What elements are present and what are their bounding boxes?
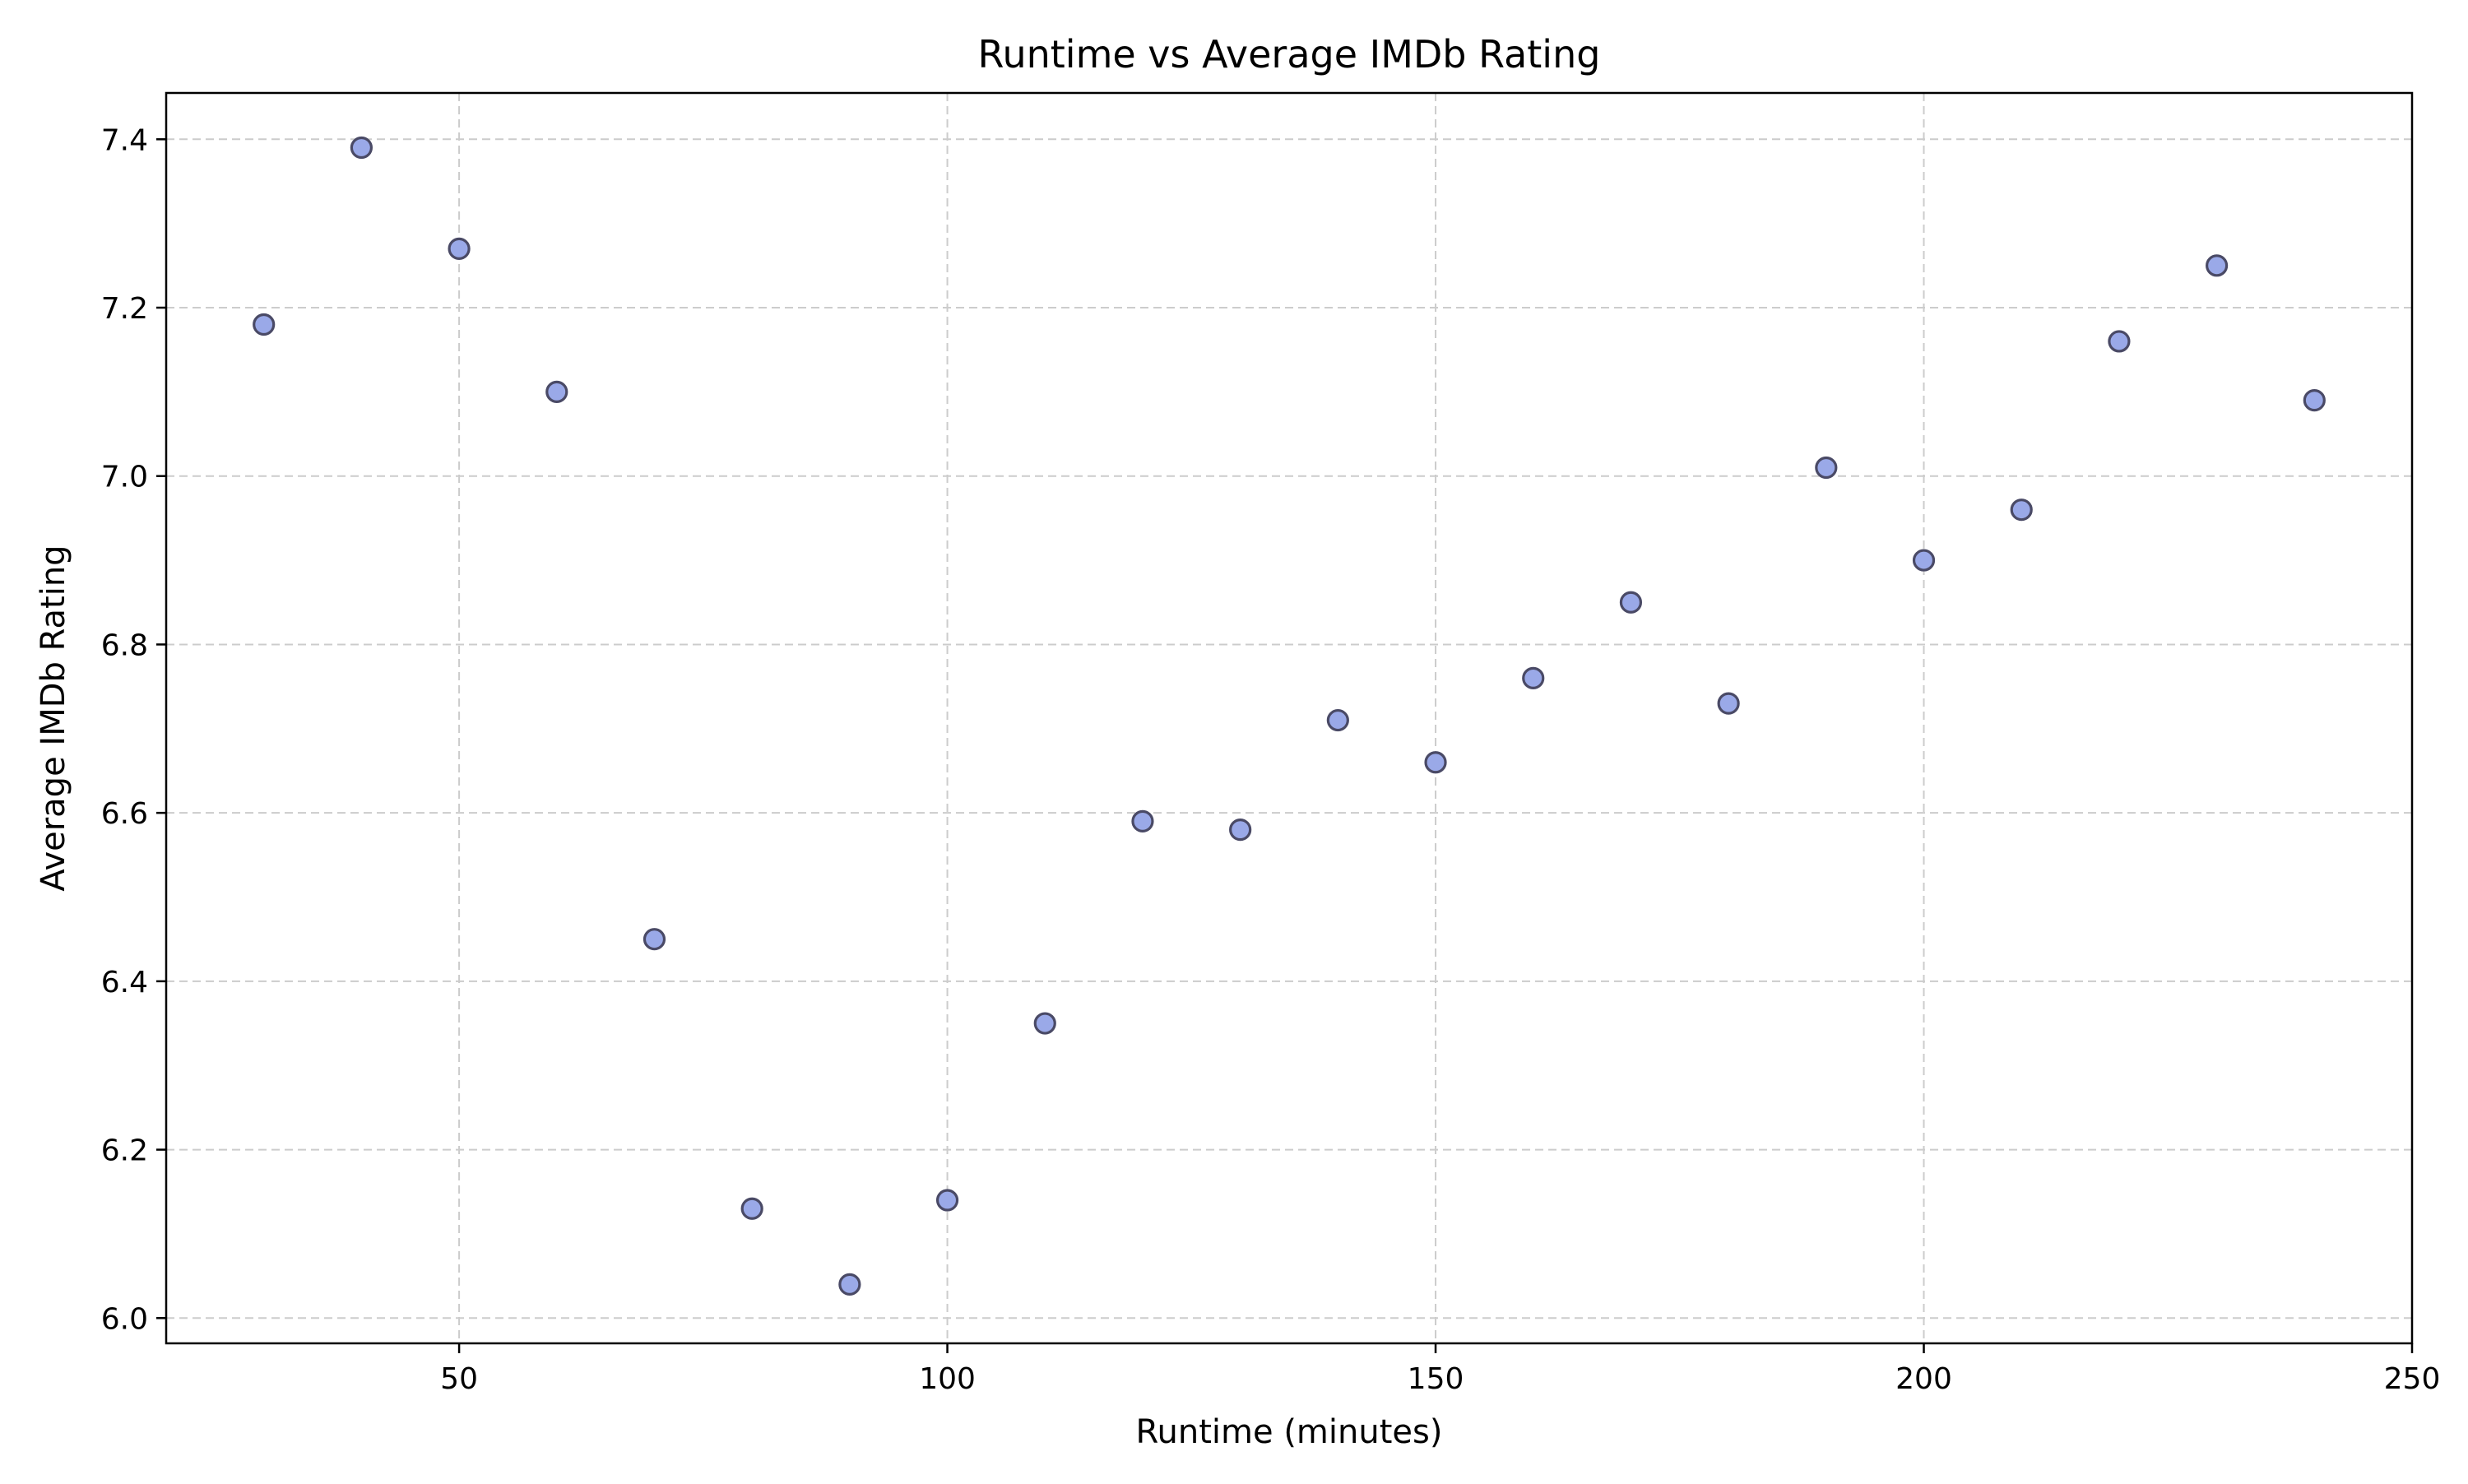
plot-frame: [165, 91, 2414, 1345]
data-point: [350, 136, 373, 160]
y-tick-label: 6.4: [101, 966, 148, 999]
data-point: [935, 1189, 959, 1212]
data-point: [2108, 330, 2131, 353]
data-point: [1717, 692, 1740, 715]
y-axis-label: Average IMDb Rating: [35, 545, 72, 891]
data-point: [2206, 254, 2229, 277]
data-point: [1131, 809, 1154, 832]
data-point: [2303, 389, 2326, 412]
data-point: [1912, 549, 1936, 572]
x-tick-label: 50: [440, 1362, 478, 1396]
y-tick-label: 7.4: [101, 123, 148, 157]
data-point: [253, 313, 276, 336]
data-point: [1424, 751, 1447, 774]
data-point: [1815, 456, 1838, 480]
data-point: [1619, 591, 1643, 614]
data-point: [1522, 666, 1545, 689]
x-tick-label: 150: [1408, 1362, 1464, 1396]
y-tick-label: 6.2: [101, 1134, 148, 1168]
data-point: [838, 1273, 861, 1296]
y-tick-label: 6.0: [101, 1302, 148, 1336]
data-point: [545, 380, 568, 403]
y-axis-ticks: 6.0 6.2 6.4 6.6 6.8 7.0 7.2 7.4: [101, 123, 166, 1336]
data-point: [1033, 1012, 1056, 1035]
data-points: [253, 136, 2326, 1296]
data-point: [1229, 819, 1252, 842]
y-tick-label: 7.0: [101, 461, 148, 494]
y-tick-label: 6.8: [101, 628, 148, 662]
y-tick-label: 7.2: [101, 292, 148, 326]
chart-title: Runtime vs Average IMDb Rating: [978, 32, 1601, 77]
x-axis-ticks: 50 100 150 200 250: [440, 1343, 2440, 1396]
x-tick-label: 200: [1895, 1362, 1952, 1396]
data-point: [2010, 499, 2033, 522]
x-axis-label: Runtime (minutes): [1136, 1413, 1443, 1451]
x-tick-label: 250: [2384, 1362, 2441, 1396]
data-point: [448, 237, 471, 260]
y-tick-label: 6.6: [101, 797, 148, 831]
grid-lines: [166, 93, 2413, 1343]
data-point: [643, 928, 666, 951]
data-point: [740, 1197, 763, 1220]
data-point: [1326, 708, 1349, 732]
x-tick-label: 100: [919, 1362, 976, 1396]
